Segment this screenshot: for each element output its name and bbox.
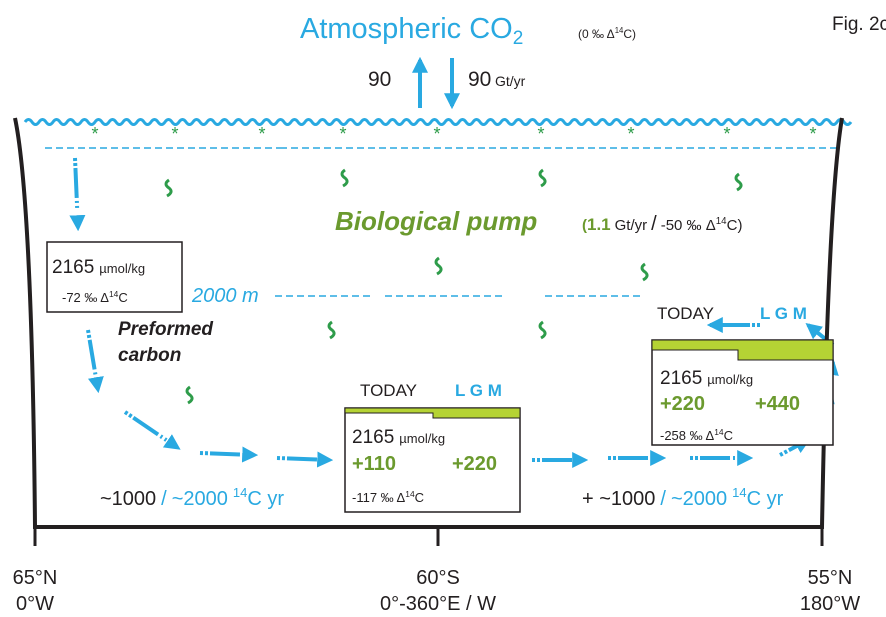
preformed-1: Preformed [118, 319, 213, 340]
diagram: * * * * * * * * * Fig. 2c Atmospheric CO2 (0 ‰ Δ… [0, 0, 886, 617]
unit: µmol/kg [707, 372, 753, 387]
plankton: * [91, 124, 98, 144]
unit: µmol/kg [399, 431, 445, 446]
lgm-label: L G M [760, 304, 807, 323]
lat: 65°N [13, 567, 58, 589]
sinking-particle [642, 264, 647, 280]
slash: / [161, 488, 167, 510]
slash: / [660, 488, 666, 510]
age-lgm: ~2000 [671, 488, 727, 510]
atmosphere-title: Atmospheric CO2 [300, 13, 523, 49]
lgm-add: +220 [452, 453, 497, 475]
sinking-particle [436, 258, 441, 274]
flow-arrow [200, 453, 255, 455]
preformed-2: carbon [118, 345, 181, 366]
lon: 0°W [16, 593, 54, 615]
flux-down: 90 [468, 68, 491, 91]
today-add: +220 [660, 393, 705, 415]
conc: 2165 µmol/kg [660, 368, 753, 389]
iso: -258 ‰ Δ [660, 428, 715, 443]
lon: 0°-360°E / W [380, 593, 496, 615]
unit: Gt/yr [615, 217, 648, 234]
iso: C [724, 428, 733, 443]
conc-value: 2165 [52, 257, 94, 278]
age-lgm: ~2000 [172, 488, 228, 510]
bio-pump-label: Biological pump [335, 206, 537, 236]
sup: 14 [233, 485, 247, 500]
iso-sup: 14 [716, 216, 727, 227]
conc-value: 2165 [352, 427, 394, 448]
plankton: * [809, 124, 816, 144]
sinking-particle [329, 322, 334, 338]
flux-unit: Gt/yr [495, 73, 526, 89]
note: C) [623, 27, 636, 41]
lat: 60°S [416, 567, 460, 589]
figure-label: Fig. 2c [832, 14, 886, 35]
flow-arrow [88, 330, 98, 390]
sup: 14 [732, 485, 746, 500]
plankton: * [258, 124, 265, 144]
iso: -117 ‰ Δ [352, 490, 406, 505]
atmosphere-note: (0 ‰ Δ14C) [578, 26, 636, 41]
age-left: ~1000/~2000 14C yr [100, 485, 284, 510]
plankton: * [433, 124, 440, 144]
lgm-add: +440 [755, 393, 800, 415]
iso: C) [727, 217, 743, 234]
axis-labels: 65°N 0°W 60°S 0°-360°E / W 55°N 180°W [13, 567, 861, 615]
iso-sup: 14 [714, 427, 724, 437]
plankton: * [723, 124, 730, 144]
sinking-particle [166, 180, 171, 196]
conc: 2165 µmol/kg [52, 257, 145, 278]
flux-up: 90 [368, 68, 391, 91]
depth-label: 2000 m [191, 285, 259, 307]
iso: -72 ‰ Δ14C [62, 289, 128, 305]
iso: -72 ‰ Δ [62, 290, 109, 305]
unit: µmol/kg [99, 261, 145, 276]
sinking-particle [736, 174, 741, 190]
amount: 1.1 [587, 215, 611, 234]
flow-arrow [277, 458, 330, 460]
title-sub: 2 [513, 28, 524, 49]
lgm-label: L G M [455, 381, 502, 400]
unit: C yr [247, 488, 284, 510]
age-today: + ~1000 [582, 488, 655, 510]
today-label: TODAY [657, 304, 714, 323]
conc-value: 2165 [660, 368, 702, 389]
sinking-particle [540, 170, 545, 186]
lon: 180°W [800, 593, 860, 615]
flow-arrow [125, 412, 178, 448]
iso: C [118, 290, 127, 305]
sinking-particle [540, 322, 545, 338]
age-today: ~1000 [100, 488, 156, 510]
iso: C [415, 490, 424, 505]
conc: 2165 µmol/kg [352, 427, 445, 448]
iso-sup: 14 [109, 289, 119, 299]
slash: / [651, 213, 657, 235]
plankton: * [339, 124, 346, 144]
today-add: +110 [352, 453, 396, 475]
note: (0 ‰ Δ [578, 27, 615, 41]
axis-ticks [35, 527, 822, 546]
plankton: * [627, 124, 634, 144]
flow-arrow [75, 158, 78, 228]
today-label: TODAY [360, 381, 417, 400]
title-text: Atmospheric CO [300, 13, 513, 45]
plankton: * [537, 124, 544, 144]
iso: -50 ‰ Δ [661, 217, 716, 234]
iso-sup: 14 [405, 489, 415, 499]
sinking-particle [342, 170, 347, 186]
sinking-particle [187, 387, 192, 403]
plankton: * [171, 124, 178, 144]
unit: C yr [747, 488, 784, 510]
age-right: + ~1000/~2000 14C yr [582, 485, 784, 510]
lat: 55°N [808, 567, 853, 589]
